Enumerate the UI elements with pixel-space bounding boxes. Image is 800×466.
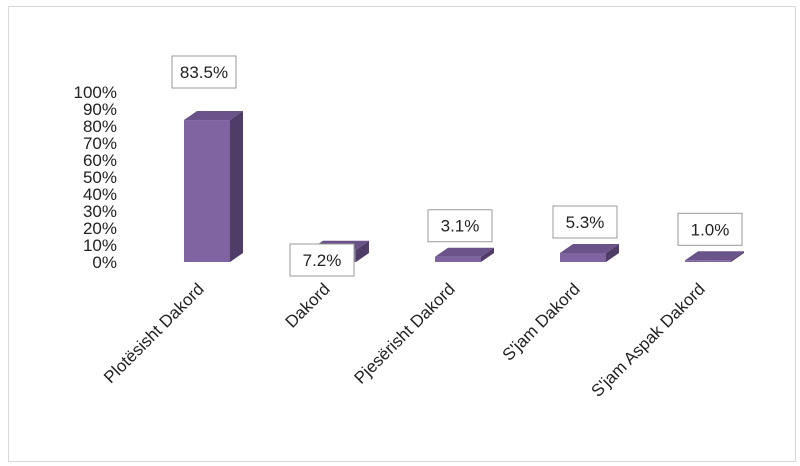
bar-side-face	[230, 111, 243, 262]
y-tick-label: 10%	[83, 236, 117, 255]
data-label-box	[427, 209, 493, 243]
bar-side-face	[481, 247, 494, 262]
bar-top-face	[435, 247, 494, 257]
y-tick-label: 0%	[92, 253, 117, 272]
y-tick-label: 30%	[83, 202, 117, 221]
bar-top-face	[685, 251, 744, 261]
data-label: 7.2%	[289, 243, 355, 277]
bar	[685, 251, 744, 262]
chart-frame	[8, 6, 796, 462]
bar-top-face	[184, 111, 243, 121]
x-axis: Plotësisht Dakord Dakord Pjesërisht Dakord…	[100, 279, 709, 400]
data-label-box	[552, 205, 618, 239]
x-category-label: Plotësisht Dakord	[100, 279, 208, 387]
y-tick-label: 60%	[83, 151, 117, 170]
bar-side-face	[356, 240, 369, 262]
x-category-label: S'jam Dakord	[499, 279, 584, 364]
bar	[560, 243, 619, 262]
bar-front-face	[184, 120, 230, 262]
y-tick-label: 40%	[83, 185, 117, 204]
data-label: 83.5%	[171, 55, 237, 89]
data-label-box	[677, 212, 743, 246]
data-label-box	[171, 55, 237, 89]
y-tick-label: 70%	[83, 134, 117, 153]
data-label: 1.0%	[677, 212, 743, 246]
x-category-label: Pjesërisht Dakord	[351, 279, 459, 387]
y-axis: 0%10%20%30%40%50%60%70%80%90%100%	[74, 83, 117, 272]
data-labels: 83.5% 7.2% 3.1% 5.3% 1.0%	[171, 55, 743, 277]
data-label-box	[289, 243, 355, 277]
bar-front-face	[435, 256, 481, 262]
y-tick-label: 80%	[83, 117, 117, 136]
bar-side-face	[606, 243, 619, 262]
y-tick-label: 20%	[83, 219, 117, 238]
x-category-label: S'jam Aspak Dakord	[588, 279, 709, 400]
data-label-text: 7.2%	[303, 251, 342, 270]
y-tick-label: 100%	[74, 83, 117, 102]
data-label-text: 1.0%	[691, 220, 730, 239]
y-tick-label: 50%	[83, 168, 117, 187]
bar-top-face	[560, 243, 619, 253]
data-label-text: 83.5%	[180, 63, 228, 82]
x-category-label: Dakord	[282, 279, 334, 331]
data-label-text: 3.1%	[441, 217, 480, 236]
data-label: 3.1%	[427, 209, 493, 243]
bar-front-face	[685, 260, 731, 262]
data-label: 5.3%	[552, 205, 618, 239]
y-tick-label: 90%	[83, 100, 117, 119]
bar	[184, 111, 243, 262]
data-label-text: 5.3%	[566, 213, 605, 232]
bar	[435, 247, 494, 262]
bar-side-face	[731, 251, 744, 262]
bar-front-face	[560, 252, 606, 262]
